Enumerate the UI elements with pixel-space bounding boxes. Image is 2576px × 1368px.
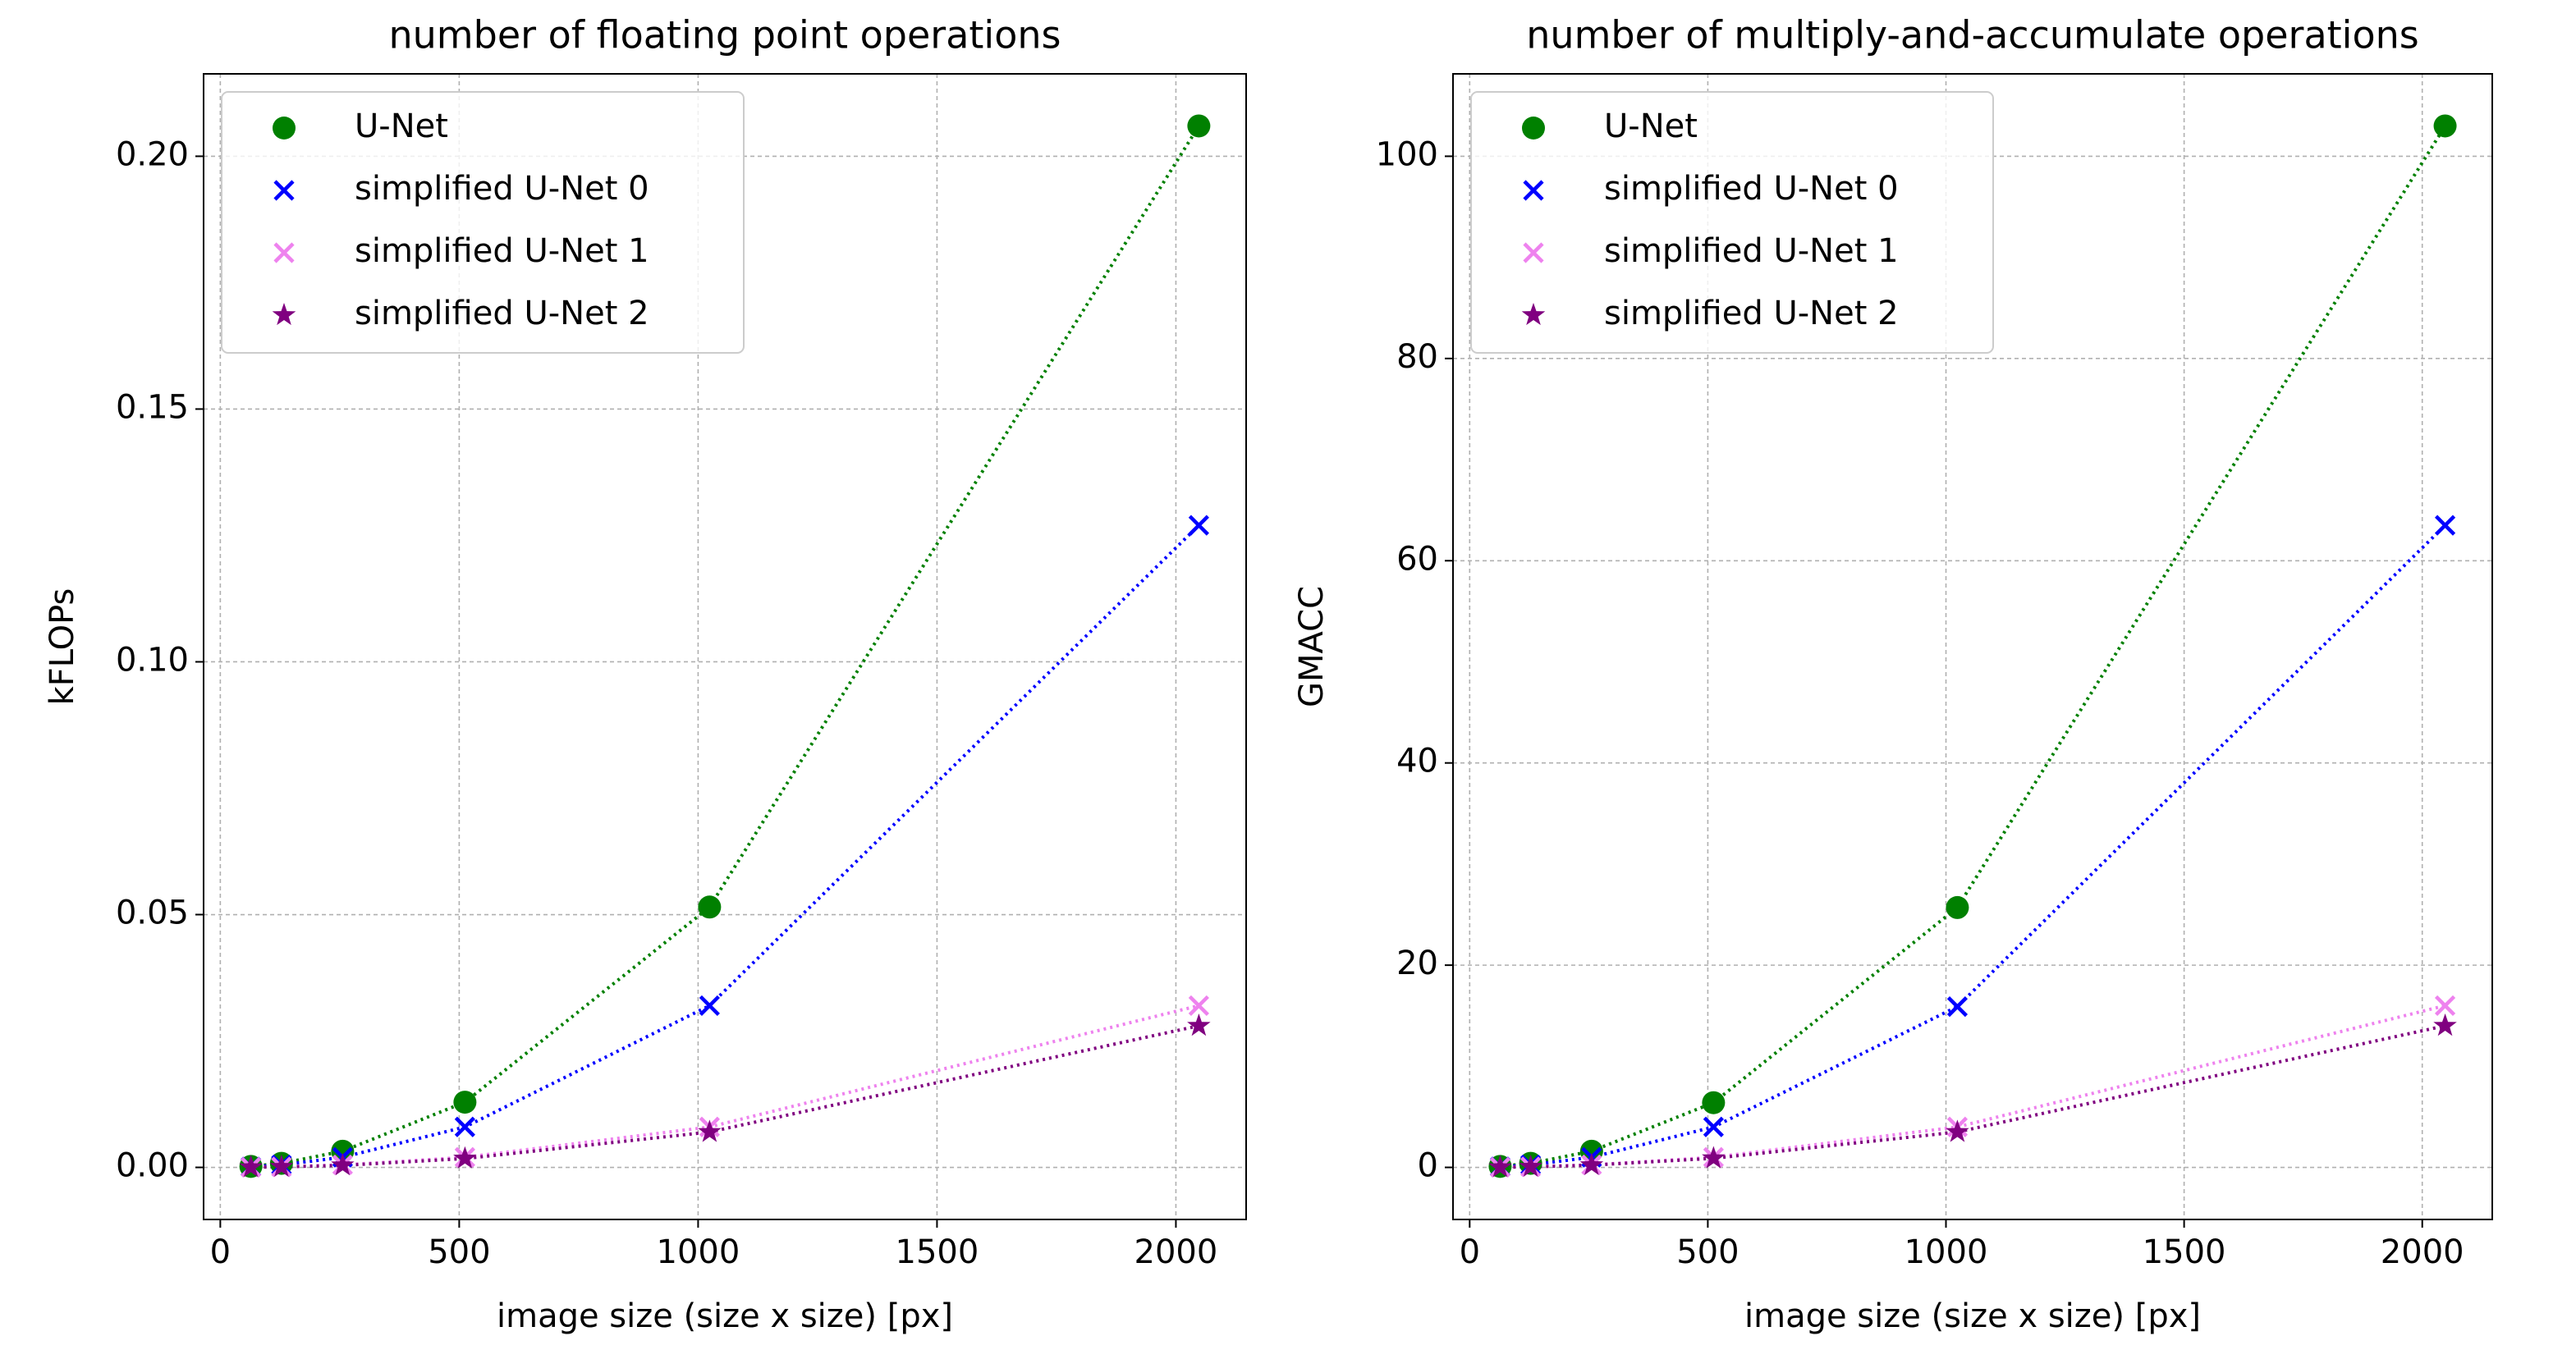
y-tick-label: 60 — [1396, 540, 1438, 578]
y-tick-label: 0.15 — [116, 388, 189, 426]
point — [699, 995, 720, 1017]
point — [1519, 1154, 1542, 1177]
legend-marker — [1523, 242, 1544, 263]
x-tick-label: 500 — [1676, 1233, 1739, 1271]
y-tick-label: 0 — [1418, 1147, 1438, 1185]
subplot: number of multiply-and-accumulate operat… — [1293, 13, 2493, 1335]
point — [2434, 515, 2456, 536]
y-tick-label: 20 — [1396, 945, 1438, 982]
point — [1702, 1091, 1726, 1114]
point — [1188, 995, 1209, 1017]
legend-label: simplified U-Net 0 — [1604, 170, 1899, 208]
x-tick-label: 500 — [428, 1233, 490, 1271]
point — [331, 1153, 355, 1176]
series-line — [1500, 524, 2447, 1169]
series-line — [1500, 1024, 2446, 1169]
legend-box — [1470, 91, 1994, 354]
legend-marker — [272, 303, 296, 326]
x-tick-label: 1000 — [1904, 1233, 1988, 1271]
subplot: number of floating point operations image… — [44, 13, 1247, 1335]
point — [1946, 895, 1969, 919]
y-axis-label: kFLOPs — [44, 588, 81, 706]
series-line — [250, 524, 1200, 1169]
legend-label: U-Net — [1604, 108, 1698, 145]
point — [2434, 995, 2456, 1017]
point — [1579, 1152, 1604, 1175]
legend-marker — [273, 242, 295, 263]
point — [1188, 515, 1209, 536]
point — [698, 895, 722, 919]
point — [453, 1091, 477, 1114]
legend-label: simplified U-Net 0 — [355, 170, 649, 208]
point — [1703, 1116, 1724, 1137]
point — [1187, 1013, 1211, 1036]
x-tick-label: 0 — [1460, 1233, 1480, 1271]
x-tick-label: 2000 — [2381, 1233, 2464, 1271]
legend-label: U-Net — [355, 108, 448, 145]
chart-title: number of multiply-and-accumulate operat… — [1526, 13, 2418, 57]
series-line — [250, 1024, 1199, 1169]
series-line — [1500, 125, 2447, 1169]
y-tick-label: 0.05 — [116, 894, 189, 932]
point — [2433, 114, 2457, 138]
legend-label: simplified U-Net 2 — [1604, 295, 1899, 332]
point — [2433, 1013, 2457, 1036]
x-tick-label: 0 — [210, 1233, 231, 1271]
point — [239, 1155, 263, 1178]
legend: U-Net simplified U-Net 0 simplified U-Net … — [1470, 91, 1994, 354]
legend-label: simplified U-Net 1 — [1604, 232, 1899, 270]
point — [1187, 114, 1211, 138]
series-line — [250, 1004, 1199, 1169]
point — [1488, 1155, 1512, 1178]
y-tick-label: 80 — [1396, 338, 1438, 376]
y-tick-label: 0.20 — [116, 135, 189, 173]
point — [454, 1116, 475, 1137]
axes-frame — [203, 73, 1247, 1220]
point — [1946, 1119, 1969, 1142]
axes-frame — [1452, 73, 2493, 1220]
x-axis-label: image size (size x size) [px] — [497, 1297, 953, 1335]
point — [453, 1146, 477, 1169]
y-tick-label: 0.00 — [116, 1147, 189, 1185]
point — [269, 1154, 294, 1178]
legend-marker — [1521, 303, 1546, 326]
x-tick-label: 1500 — [2143, 1233, 2226, 1271]
legend-box — [221, 91, 745, 354]
legend-label: simplified U-Net 2 — [355, 295, 649, 332]
legend: U-Net simplified U-Net 0 simplified U-Net … — [221, 91, 745, 354]
series-line — [1500, 1004, 2446, 1169]
x-tick-label: 1000 — [657, 1233, 740, 1271]
legend-marker — [273, 117, 296, 140]
y-tick-label: 100 — [1376, 135, 1438, 173]
chart-title: number of floating point operations — [389, 13, 1061, 57]
series-line — [250, 125, 1201, 1169]
point — [1702, 1146, 1726, 1169]
point — [1946, 996, 1969, 1018]
y-tick-label: 40 — [1396, 743, 1438, 780]
y-tick-label: 0.10 — [116, 641, 189, 679]
x-tick-label: 2000 — [1134, 1233, 1218, 1271]
point — [698, 1119, 722, 1142]
x-axis-label: image size (size x size) [px] — [1744, 1297, 2201, 1335]
x-tick-label: 1500 — [896, 1233, 979, 1271]
legend-marker — [273, 180, 295, 201]
legend-marker — [1523, 180, 1544, 201]
legend-marker — [1522, 117, 1545, 140]
legend-label: simplified U-Net 1 — [355, 232, 649, 270]
y-axis-label: GMACC — [1293, 586, 1331, 707]
